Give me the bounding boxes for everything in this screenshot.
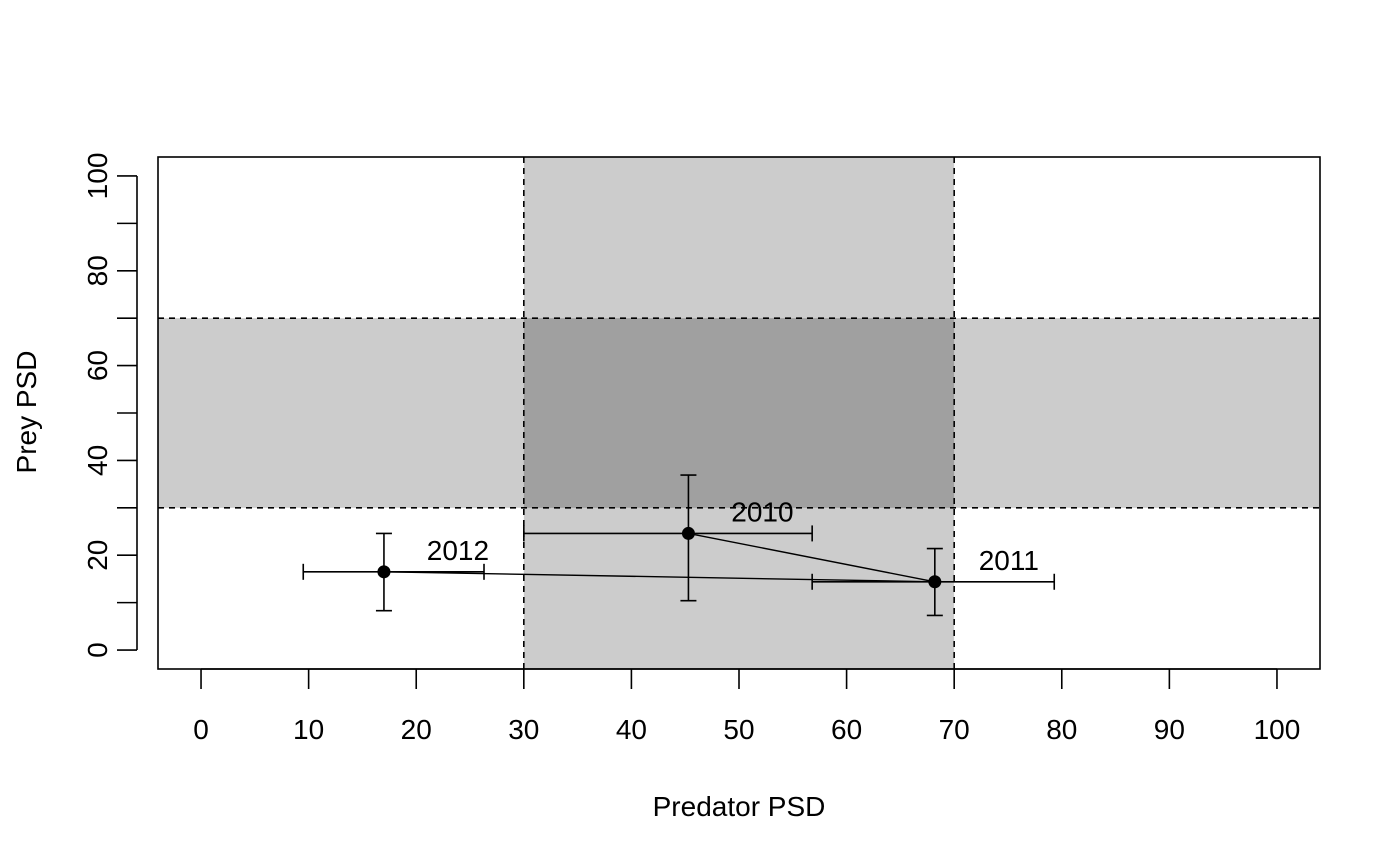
y-axis-title: Prey PSD <box>11 351 42 474</box>
x-tick-label: 0 <box>193 714 209 745</box>
x-tick-label: 40 <box>616 714 647 745</box>
x-axis: 0 10 20 30 40 50 60 70 80 90 100 <box>193 668 1301 745</box>
y-tick-label: 0 <box>82 642 113 658</box>
x-tick-label: 50 <box>723 714 754 745</box>
data-series: 2010 2011 2012 <box>302 474 1056 617</box>
x-tick-label: 80 <box>1046 714 1077 745</box>
x-tick-label: 70 <box>939 714 970 745</box>
y-tick-label: 80 <box>82 255 113 286</box>
x-tick-label: 100 <box>1254 714 1301 745</box>
data-point-label: 2012 <box>427 535 489 566</box>
data-point-label: 2011 <box>979 545 1039 576</box>
x-tick-label: 60 <box>831 714 862 745</box>
shaded-zone <box>523 318 955 508</box>
x-tick-label: 10 <box>293 714 324 745</box>
x-tick-label: 20 <box>401 714 432 745</box>
y-tick-label: 100 <box>82 153 113 200</box>
reference-lines <box>158 157 1320 669</box>
data-point <box>681 526 695 540</box>
y-axis: 0 20 40 60 80 100 <box>82 153 138 658</box>
x-tick-label: 90 <box>1154 714 1185 745</box>
data-point <box>928 575 942 589</box>
data-point-label: 2010 <box>731 496 793 527</box>
x-tick-label: 30 <box>508 714 539 745</box>
x-axis-title: Predator PSD <box>653 791 826 822</box>
y-tick-label: 60 <box>82 350 113 381</box>
y-tick-label: 40 <box>82 445 113 476</box>
y-tick-label: 20 <box>82 540 113 571</box>
shaded-zones <box>158 157 1320 669</box>
data-point <box>377 565 391 579</box>
